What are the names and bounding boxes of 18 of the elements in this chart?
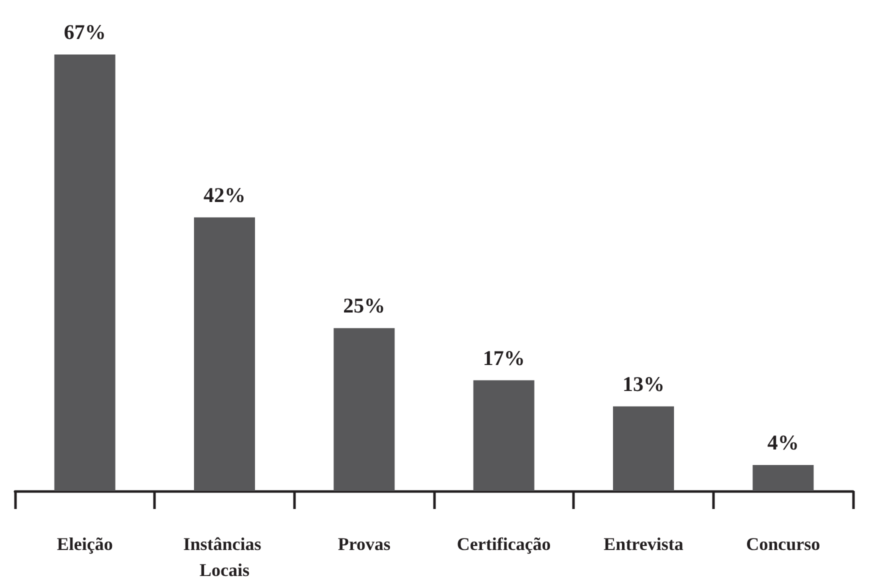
x-tick-label: Provas [338,534,391,554]
bar [54,54,116,491]
data-label: 4% [767,430,799,454]
data-label: 17% [482,346,525,370]
data-label: 67% [64,20,106,44]
x-tick-label: Concurso [746,534,820,554]
x-tick-label: Instâncias Locais [183,534,266,580]
x-tick-label: Eleição [56,534,113,554]
data-label: 13% [622,372,664,396]
data-label: 25% [343,294,386,318]
x-tick-label: Entrevista [604,534,684,554]
bar [194,217,255,491]
bar [613,406,674,491]
bar [752,464,814,491]
bar [334,328,395,491]
data-label: 42% [204,182,246,207]
x-tick-label: Certificação [456,534,551,554]
bar [473,380,534,491]
